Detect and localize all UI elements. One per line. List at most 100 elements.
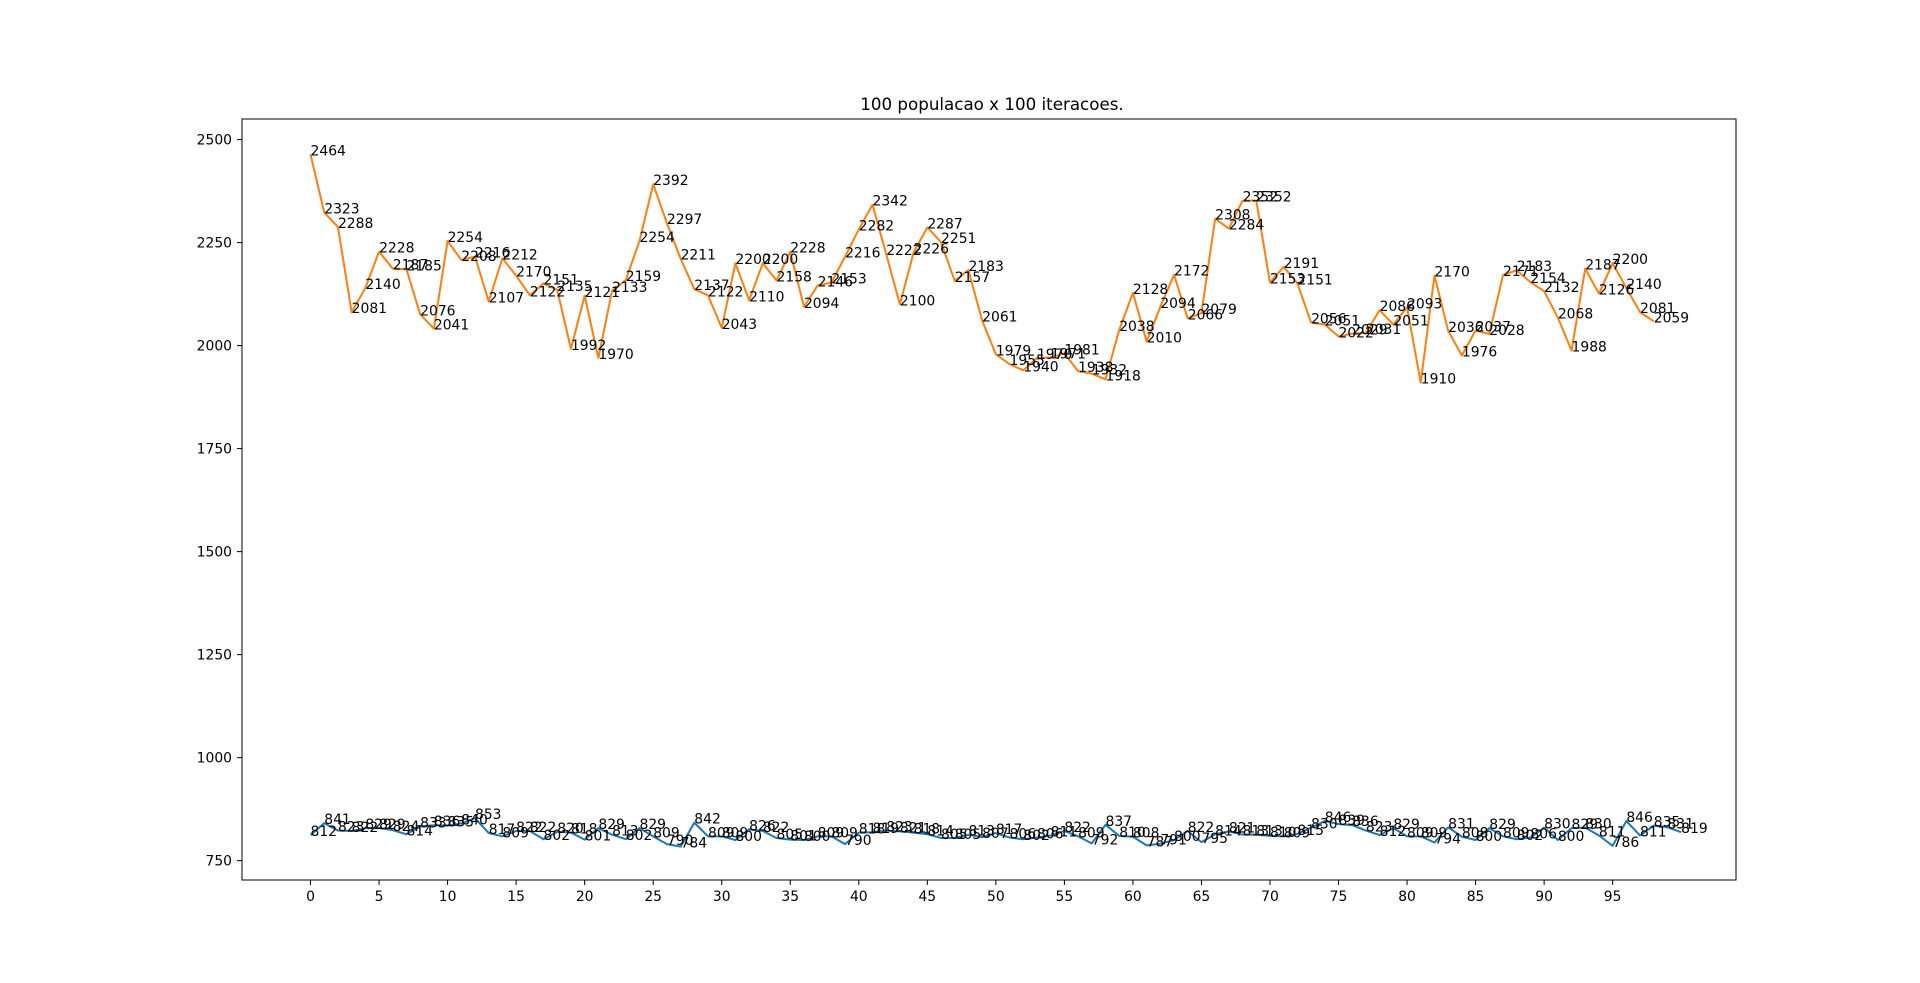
- data-label: 811: [1599, 825, 1626, 841]
- data-label: 802: [1023, 828, 1050, 844]
- data-label: 790: [667, 833, 694, 849]
- data-label: 2171: [1503, 264, 1538, 280]
- data-label: 807: [982, 826, 1009, 842]
- data-label: 822: [516, 820, 543, 836]
- data-label: 2068: [1558, 307, 1593, 323]
- data-label: 2212: [502, 247, 537, 263]
- data-label: 2254: [448, 230, 484, 246]
- data-label: 2352: [1256, 190, 1291, 206]
- data-label: 809: [1078, 825, 1105, 841]
- data-label: 809: [818, 825, 845, 841]
- x-tick-label: 50: [987, 889, 1005, 905]
- data-label: 813: [1256, 824, 1283, 840]
- data-label: 2122: [530, 284, 565, 300]
- data-label: 2079: [1201, 302, 1236, 318]
- x-tick-label: 0: [306, 889, 315, 905]
- data-label: 1971: [1051, 347, 1086, 363]
- series-line-2: [309, 817, 1682, 848]
- data-label: 810: [1119, 825, 1146, 841]
- data-label: 808: [1133, 826, 1160, 842]
- data-label: 2056: [1311, 312, 1346, 328]
- x-tick-label: 45: [918, 889, 936, 905]
- data-label: 2081: [1640, 301, 1675, 317]
- chart-title: 100 populacao x 100 iteracoes.: [860, 94, 1123, 114]
- data-label: 1938: [1078, 360, 1113, 376]
- data-label: 2133: [612, 280, 647, 296]
- data-label: 829: [365, 817, 392, 833]
- data-label: 809: [502, 825, 529, 841]
- data-label: 829: [379, 817, 406, 833]
- data-label: 2170: [1434, 265, 1469, 281]
- data-label: 2110: [749, 289, 784, 305]
- data-label: 831: [1448, 816, 1475, 832]
- data-label: 810: [1270, 825, 1297, 841]
- series-lines: [309, 154, 1682, 848]
- x-tick-label: 65: [1193, 889, 1211, 905]
- x-tick-label: 70: [1261, 889, 1279, 905]
- data-label: 786: [1613, 835, 1640, 851]
- data-label: 2151: [544, 272, 579, 288]
- data-label: 2158: [777, 270, 812, 286]
- y-tick-label: 2250: [197, 236, 232, 252]
- data-label: 835: [448, 815, 475, 831]
- data-label: 1992: [571, 338, 606, 354]
- data-label: 2140: [365, 277, 400, 293]
- y-tick-label: 1750: [197, 442, 232, 458]
- data-label: 820: [557, 821, 584, 837]
- x-tick-label: 95: [1604, 889, 1622, 905]
- data-label: 2061: [982, 309, 1017, 325]
- data-label: 809: [1407, 825, 1434, 841]
- data-label: 842: [694, 812, 721, 828]
- data-label: 829: [1572, 817, 1599, 833]
- y-tick-label: 750: [205, 854, 232, 870]
- data-label: 2038: [1119, 319, 1154, 335]
- data-label: 836: [1352, 814, 1379, 830]
- data-label: 2282: [859, 218, 894, 234]
- x-tick-label: 40: [850, 889, 868, 905]
- data-label: 812: [1380, 824, 1407, 840]
- data-label: 1976: [1462, 344, 1497, 360]
- data-label: 823: [1366, 820, 1393, 836]
- x-tick-label: 15: [507, 889, 525, 905]
- data-label: 1981: [1064, 342, 1099, 358]
- data-label: 809: [722, 825, 749, 841]
- data-label: 823: [886, 820, 913, 836]
- data-label: 853: [475, 807, 502, 823]
- data-label: 836: [434, 814, 461, 830]
- data-label: 2323: [324, 202, 359, 218]
- data-label: 2191: [1284, 256, 1319, 272]
- data-label: 2051: [1393, 314, 1428, 330]
- data-label: 826: [749, 818, 776, 834]
- data-label: 829: [1489, 817, 1516, 833]
- data-label: 821: [1229, 820, 1256, 836]
- y-tick-label: 1000: [197, 751, 232, 767]
- data-label: 808: [1462, 826, 1489, 842]
- data-label: 818: [914, 822, 941, 838]
- data-label: 2157: [955, 270, 990, 286]
- data-label: 2122: [708, 284, 743, 300]
- data-label: 2159: [626, 269, 661, 285]
- data-label: 2222: [886, 243, 921, 259]
- x-tick-label: 35: [781, 889, 799, 905]
- data-label: 839: [1339, 813, 1366, 829]
- data-label: 2228: [379, 241, 414, 257]
- data-label: 2187: [1585, 258, 1620, 274]
- data-label: 814: [1215, 823, 1242, 839]
- data-label: 811: [1640, 825, 1667, 841]
- data-label: 805: [777, 827, 804, 843]
- data-label: 813: [968, 824, 995, 840]
- data-label: 2094: [804, 296, 840, 312]
- data-label: 1918: [1106, 368, 1141, 384]
- data-label: 831: [1667, 816, 1694, 832]
- data-label: 830: [1311, 817, 1338, 833]
- data-label: 2251: [941, 231, 976, 247]
- data-label: 2153: [1270, 272, 1305, 288]
- x-tick-label: 85: [1467, 889, 1485, 905]
- data-label: 846: [1626, 810, 1653, 826]
- data-label: 800: [1174, 829, 1201, 845]
- data-label: 1970: [1037, 347, 1072, 363]
- data-label: 2352: [1243, 190, 1278, 206]
- y-tick-label: 2500: [197, 133, 232, 149]
